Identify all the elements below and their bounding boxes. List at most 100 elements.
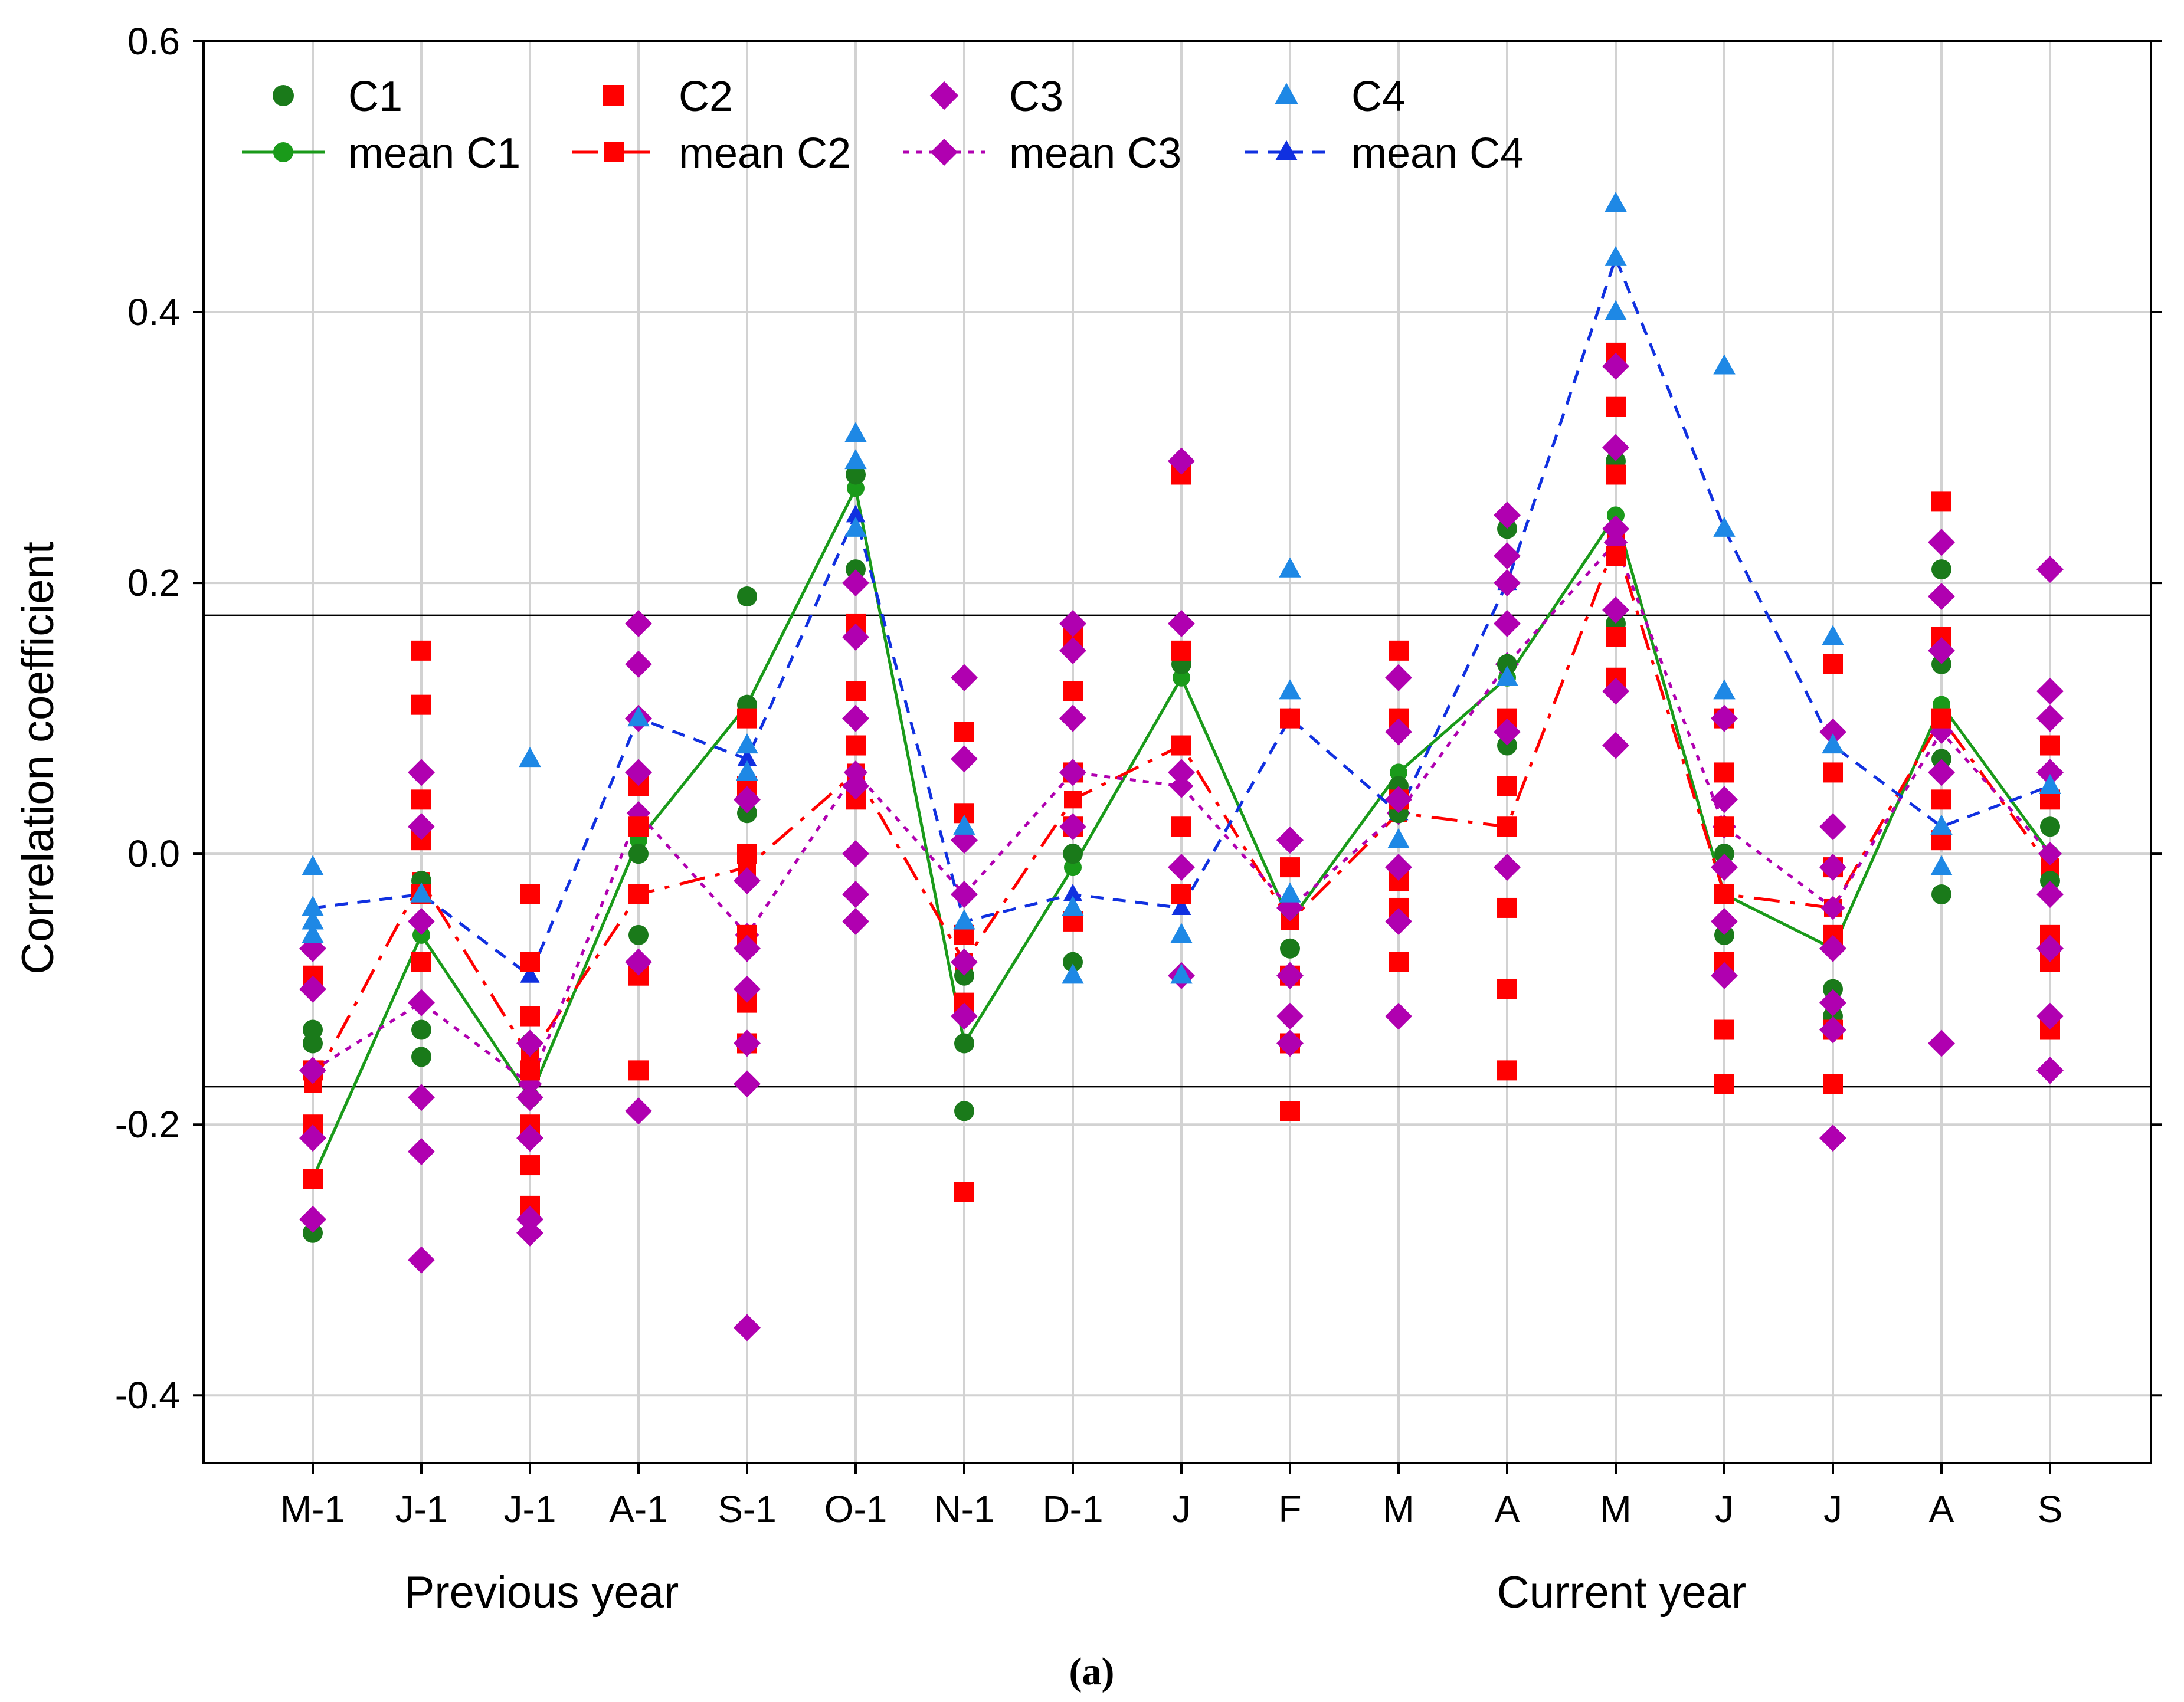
data-point <box>2036 1057 2064 1084</box>
x-tick-label: J <box>1172 1488 1191 1530</box>
data-point <box>1389 952 1409 972</box>
data-point <box>1494 542 1521 570</box>
data-point <box>2036 704 2064 732</box>
data-point <box>1711 786 1738 814</box>
data-point <box>1279 679 1301 700</box>
legend-label: mean C4 <box>1351 130 1524 177</box>
data-point <box>1494 569 1521 597</box>
data-point <box>954 722 974 742</box>
data-point <box>1931 491 1951 512</box>
data-point <box>1170 963 1193 984</box>
data-point <box>954 1182 974 1202</box>
data-point <box>625 1097 652 1125</box>
data-point <box>1385 854 1412 881</box>
data-point <box>1602 732 1629 759</box>
data-point <box>1711 907 1738 935</box>
data-point <box>953 909 975 930</box>
data-point <box>516 1219 543 1247</box>
data-point <box>737 708 757 729</box>
mean-point <box>1607 506 1625 524</box>
data-point <box>1497 519 1517 539</box>
data-point <box>1276 962 1304 989</box>
x-tick-label: N-1 <box>934 1488 994 1530</box>
data-point <box>1168 759 1195 786</box>
data-point <box>1605 300 1627 320</box>
data-point <box>1280 857 1300 878</box>
data-point <box>408 813 435 841</box>
data-point <box>1823 654 1843 674</box>
data-point <box>302 909 324 930</box>
data-point <box>1168 854 1195 881</box>
plot-frame <box>202 40 2152 1464</box>
x-tick-label: O-1 <box>824 1488 888 1530</box>
data-point <box>1819 1124 1846 1152</box>
data-point <box>842 569 869 597</box>
data-point <box>734 786 761 814</box>
x-tick-label: D-1 <box>1042 1488 1103 1530</box>
y-tick-label: -0.4 <box>115 1374 180 1416</box>
data-point <box>842 840 869 868</box>
data-point <box>1497 654 1517 674</box>
data-point <box>1602 352 1629 380</box>
data-point <box>1711 854 1738 881</box>
data-point <box>734 867 761 894</box>
data-point <box>1714 816 1734 837</box>
legend-marker <box>931 139 958 166</box>
data-point <box>1606 464 1626 485</box>
y-tick-label: -0.2 <box>115 1103 180 1146</box>
data-point <box>302 896 324 916</box>
legend-label: mean C1 <box>348 130 520 177</box>
data-point <box>1168 447 1195 475</box>
data-point <box>1497 897 1517 918</box>
data-point <box>1931 559 1951 580</box>
data-point <box>951 664 978 691</box>
legend-item-mean-c4: mean C4 <box>1245 130 1524 177</box>
data-point <box>1385 907 1412 935</box>
x-tick-label: M <box>1383 1488 1414 1530</box>
x-tick-label: J-1 <box>504 1488 556 1530</box>
data-point <box>1497 1060 1517 1081</box>
data-point <box>737 586 757 607</box>
data-point <box>1823 762 1843 783</box>
data-point <box>734 934 761 962</box>
data-point <box>302 923 324 943</box>
data-point <box>1389 640 1409 661</box>
data-point <box>1602 677 1629 705</box>
data-point <box>1062 963 1084 984</box>
data-point <box>1063 844 1083 864</box>
data-point <box>628 844 649 864</box>
data-point <box>1711 704 1738 732</box>
data-point <box>1276 1002 1304 1030</box>
data-point <box>951 745 978 773</box>
data-point <box>1602 515 1629 543</box>
data-point <box>1059 637 1086 664</box>
legend-label: C4 <box>1351 73 1406 120</box>
data-point <box>1928 1029 1955 1057</box>
data-point <box>842 907 869 935</box>
x-tick-label: F <box>1278 1488 1301 1530</box>
data-point <box>1280 708 1300 729</box>
data-point <box>2036 677 2064 705</box>
data-point <box>1714 924 1734 945</box>
data-point <box>1714 844 1734 864</box>
data-point <box>411 1019 431 1040</box>
data-point <box>1606 546 1626 566</box>
data-point <box>520 952 540 972</box>
data-point <box>1928 583 1955 610</box>
mean-point <box>1390 763 1407 782</box>
data-point <box>1931 789 1951 810</box>
data-point <box>844 449 867 470</box>
x-tick-label: M <box>1600 1488 1631 1530</box>
data-point <box>1171 640 1191 661</box>
data-point <box>1385 1002 1412 1030</box>
legend-marker <box>1275 140 1298 160</box>
data-point <box>1928 529 1955 556</box>
data-point <box>1819 934 1846 962</box>
data-point <box>628 1060 649 1081</box>
legend-marker <box>273 142 293 162</box>
legend-marker <box>603 85 624 106</box>
data-point <box>303 1033 323 1054</box>
x-tick-label: S <box>2038 1488 2063 1530</box>
data-point <box>1276 894 1304 921</box>
